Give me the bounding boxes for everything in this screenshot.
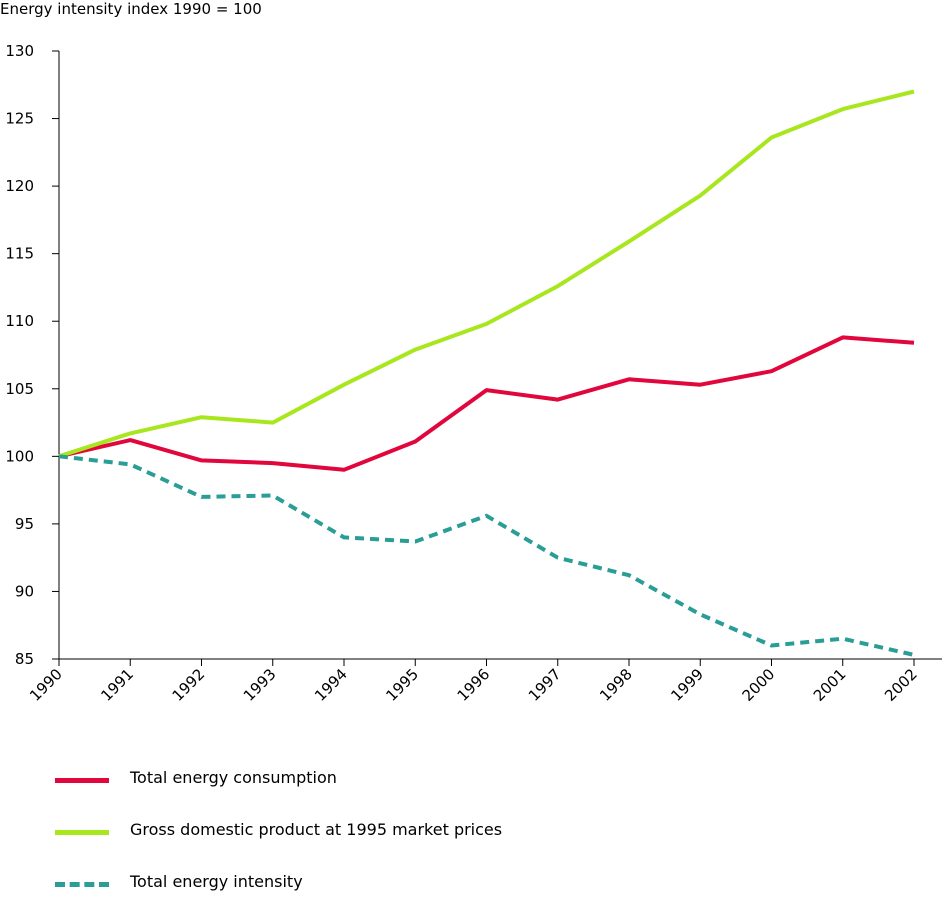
y-tick-label: 115: [5, 245, 34, 263]
x-tick-label: 2001: [810, 665, 850, 705]
chart-axes: 85 90 95 100 105 110 115 120 125 130 1990 1991 1992 1…: [5, 42, 942, 705]
legend-label-consumption: Total energy consumption: [130, 768, 337, 787]
legend-swatch-intensity: [55, 882, 109, 887]
y-tick-label: 100: [5, 447, 34, 465]
legend-swatch-gdp: [55, 830, 109, 835]
x-tick-label: 1992: [169, 665, 209, 705]
legend-swatch-consumption: [55, 778, 109, 783]
x-tick-label: 1993: [240, 665, 280, 705]
x-tick-label: 1990: [26, 665, 66, 705]
line-chart: 85 90 95 100 105 110 115 120 125 130 1990 1991 1992 1…: [5, 42, 942, 705]
series-line-1: [58, 89, 915, 459]
x-tick-label: 1991: [97, 665, 137, 705]
y-tick-label: 105: [5, 380, 34, 398]
legend-label-gdp: Gross domestic product at 1995 market pr…: [130, 820, 503, 839]
y-tick-label: 120: [5, 177, 34, 195]
y-tick-label: 125: [5, 110, 34, 128]
y-tick-label: 110: [5, 312, 34, 330]
x-tick-label: 1994: [311, 665, 351, 705]
chart-series: [58, 89, 915, 657]
x-tick-label: 1996: [454, 665, 494, 705]
series-line-2: [58, 454, 915, 657]
y-tick-label: 130: [5, 42, 34, 60]
x-tick-label: 2002: [881, 665, 921, 705]
y-tick-label: 95: [15, 515, 34, 533]
series-line-0: [58, 335, 915, 472]
y-tick-label: 85: [15, 650, 34, 668]
x-tick-label: 1998: [596, 665, 636, 705]
x-tick-label: 2000: [739, 665, 779, 705]
legend-label-intensity: Total energy intensity: [130, 872, 303, 891]
y-tick-label: 90: [15, 582, 34, 600]
x-tick-label: 1997: [525, 665, 565, 705]
x-tick-label: 1999: [667, 665, 707, 705]
x-tick-label: 1995: [382, 665, 422, 705]
y-axis-title: Energy intensity index 1990 = 100: [0, 0, 262, 18]
